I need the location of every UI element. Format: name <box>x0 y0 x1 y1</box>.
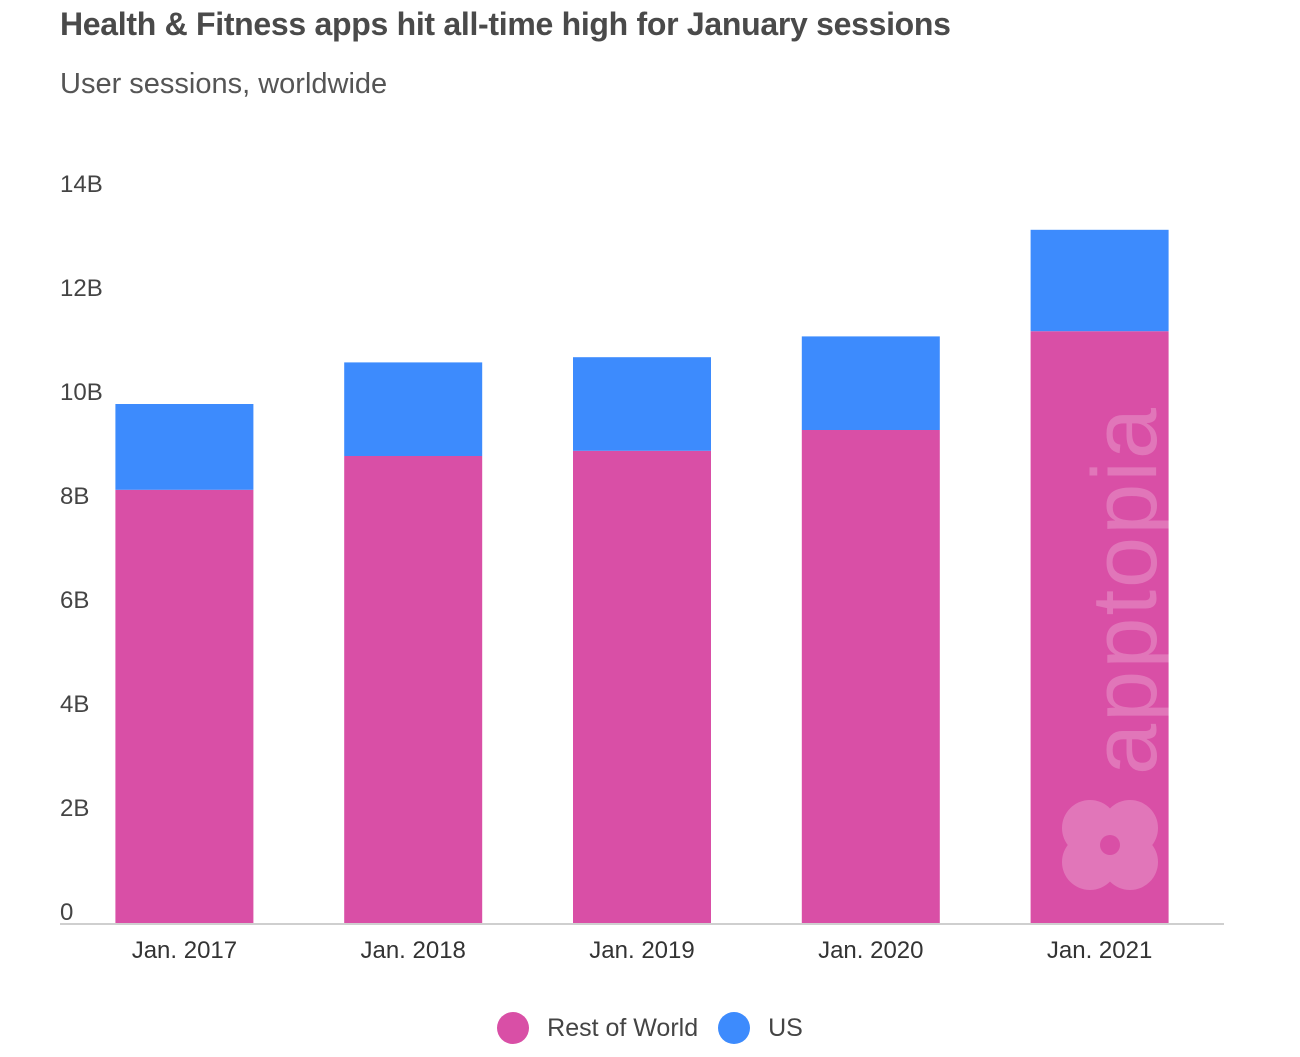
legend-item: US <box>718 1012 803 1044</box>
legend-label: US <box>768 1013 803 1042</box>
x-tick-label: Jan. 2019 <box>589 937 694 964</box>
legend-item: Rest of World <box>497 1012 698 1044</box>
y-tick-label: 6B <box>60 587 89 614</box>
legend-label: Rest of World <box>547 1013 699 1042</box>
y-tick-label: 0 <box>60 899 73 926</box>
y-tick-label: 14B <box>60 171 103 198</box>
bar-us <box>344 362 483 456</box>
bar-rest-of-world <box>573 450 711 924</box>
y-tick-label: 4B <box>60 691 89 718</box>
bar-us <box>115 404 254 490</box>
x-tick-label: Jan. 2018 <box>360 937 465 964</box>
x-tick-label: Jan. 2021 <box>1047 937 1152 964</box>
legend-swatch <box>718 1012 751 1044</box>
apptopia-logo-icon <box>1062 800 1158 890</box>
legend-swatch <box>497 1012 530 1044</box>
bars <box>115 229 1169 924</box>
x-tick-label: Jan. 2020 <box>818 937 923 964</box>
watermark-text: apptopia <box>1074 406 1176 775</box>
y-axis: 0 2B 4B 6B 8B 10B 12B 14B <box>60 171 103 926</box>
y-tick-label: 12B <box>60 275 103 302</box>
y-tick-label: 10B <box>60 379 103 406</box>
chart-subtitle: User sessions, worldwide <box>60 68 388 100</box>
legend: Rest of World US <box>0 1012 1300 1044</box>
y-tick-label: 2B <box>60 795 89 822</box>
bar-rest-of-world <box>115 489 254 924</box>
x-axis: Jan. 2017 Jan. 2018 Jan. 2019 Jan. 2020 Jan.… <box>132 937 1153 964</box>
chart-title: Health & Fitness apps hit all-time high … <box>60 6 951 42</box>
y-tick-label: 8B <box>60 483 89 510</box>
apptopia-watermark: apptopia <box>1062 406 1176 890</box>
bar-rest-of-world <box>801 430 940 924</box>
bar-us <box>573 357 711 451</box>
bar-us <box>801 336 940 430</box>
bar-rest-of-world <box>344 456 483 924</box>
x-tick-label: Jan. 2017 <box>132 937 237 964</box>
bar-us <box>1030 229 1169 332</box>
bar-rest-of-world <box>1030 331 1169 924</box>
